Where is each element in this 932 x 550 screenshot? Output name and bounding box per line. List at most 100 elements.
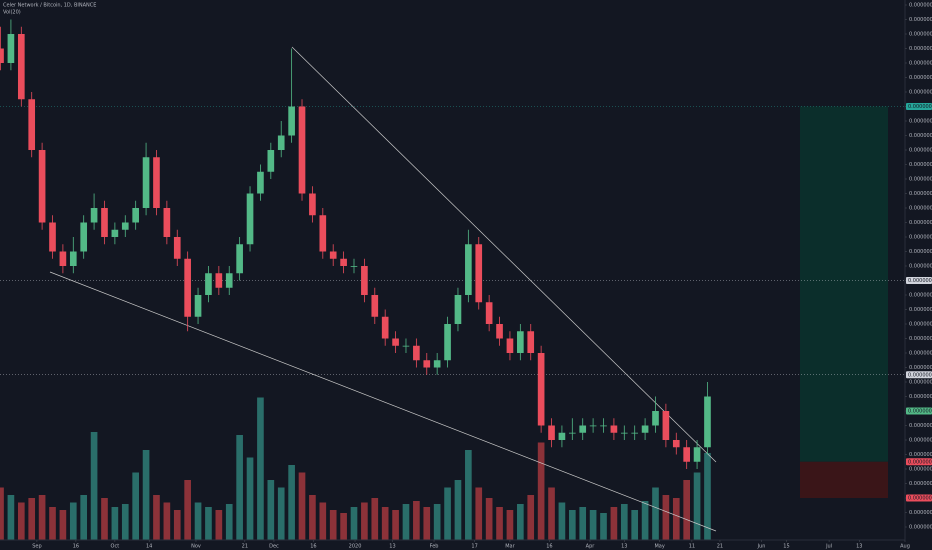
price-level-box xyxy=(906,494,932,502)
y-tick-label: 0.00000060 xyxy=(909,191,932,197)
volume-bar xyxy=(433,504,441,540)
candle-body xyxy=(537,353,545,426)
volume-bar xyxy=(194,502,202,540)
volume-bar xyxy=(558,502,566,540)
volume-bar xyxy=(506,510,514,540)
candle-body xyxy=(413,345,420,361)
trend-line xyxy=(291,46,717,463)
volume-bar xyxy=(600,513,607,540)
volume-bar xyxy=(329,510,337,540)
volume-bar xyxy=(173,510,181,540)
volume-bar xyxy=(485,498,493,540)
volume-bar xyxy=(17,502,25,540)
candle-body xyxy=(194,295,202,317)
volume-bar xyxy=(620,504,628,540)
x-tick-label: 2020 xyxy=(349,544,362,550)
candle-body xyxy=(433,360,441,368)
price-level-label: 0.00000023 xyxy=(908,459,932,465)
stop-zone xyxy=(800,461,888,498)
y-tick-label: 0.00000056 xyxy=(909,220,932,226)
y-tick-label: 0.00000074 xyxy=(909,90,932,96)
candle-body xyxy=(184,258,191,317)
x-tick-label: 14 xyxy=(146,544,152,550)
y-tick-label: 0.00000080 xyxy=(909,46,932,52)
y-tick-label: 0.00000078 xyxy=(909,61,932,67)
volume-bar xyxy=(267,480,275,540)
candle-body xyxy=(49,222,56,252)
x-tick-label: Feb xyxy=(430,544,439,550)
y-tick-label: 0.00000028 xyxy=(909,423,932,429)
candle-body xyxy=(17,34,25,100)
candle-body xyxy=(579,425,587,433)
volume-bar xyxy=(568,510,576,540)
volume-bar xyxy=(704,453,711,540)
candle-body xyxy=(132,208,139,223)
x-tick-label: Apr xyxy=(586,544,596,550)
candle-body xyxy=(38,150,46,223)
candle-body xyxy=(163,208,171,237)
trend-line xyxy=(49,271,717,532)
volume-bar xyxy=(257,397,264,540)
volume-bar xyxy=(517,504,524,540)
volume-bar xyxy=(69,502,77,540)
candle-body xyxy=(142,157,150,208)
candle-body xyxy=(173,237,181,259)
y-tick-label: 0.00000062 xyxy=(909,177,932,183)
volume-bar xyxy=(423,507,431,540)
volume-bar xyxy=(444,487,451,540)
y-tick-label: 0.00000036 xyxy=(909,365,932,371)
volume-bar xyxy=(610,507,618,540)
y-tick-label: 0.00000020 xyxy=(909,481,932,487)
volume-bar xyxy=(662,495,670,540)
candle-body xyxy=(267,150,275,172)
volume-pane xyxy=(0,397,711,540)
candle-body xyxy=(257,171,264,194)
x-tick-label: 15 xyxy=(783,544,789,550)
volume-bar xyxy=(381,507,389,540)
candle-body xyxy=(454,295,462,324)
candle-body xyxy=(205,273,212,295)
x-tick-label: 16 xyxy=(73,544,79,550)
price-level-box xyxy=(906,103,932,110)
candle-body xyxy=(662,411,670,440)
volume-label: Vol(20) xyxy=(3,10,21,16)
candle-body xyxy=(496,324,503,339)
candle-body xyxy=(371,295,379,317)
y-tick-label: 0.00000086 xyxy=(909,3,932,9)
x-tick-label: 16 xyxy=(546,544,552,550)
volume-bar xyxy=(298,472,306,540)
price-level-label: 0.00000035 xyxy=(908,372,932,378)
price-level-box xyxy=(906,371,932,379)
volume-bar xyxy=(288,465,295,540)
y-tick-label: 0.00000042 xyxy=(909,322,932,328)
volume-bar xyxy=(641,501,649,540)
y-tick-label: 0.00000016 xyxy=(909,510,932,516)
candle-body xyxy=(475,244,483,303)
volume-bar xyxy=(340,513,347,540)
candle-body xyxy=(506,338,514,353)
chart-title: Celer Network / Bitcoin, 1D, BINANCE xyxy=(3,3,96,9)
x-tick-label: 13 xyxy=(856,544,862,550)
x-tick-label: 11 xyxy=(689,544,695,550)
volume-bar xyxy=(49,507,56,540)
candle-body xyxy=(277,135,285,150)
y-tick-label: 0.00000066 xyxy=(909,148,932,154)
volume-bar xyxy=(0,487,4,540)
volume-bar xyxy=(7,495,15,540)
volume-bar xyxy=(579,507,587,540)
volume-bar xyxy=(402,504,410,540)
candle-body xyxy=(319,215,327,252)
volume-bar xyxy=(132,472,139,540)
volume-bar xyxy=(496,507,503,540)
y-tick-label: 0.00000040 xyxy=(909,336,932,342)
volume-bar xyxy=(215,510,223,540)
y-tick-label: 0.00000084 xyxy=(909,17,932,23)
candle-body xyxy=(329,251,337,259)
volume-bar xyxy=(153,495,160,540)
volume-bar xyxy=(142,450,150,540)
candle-body xyxy=(80,222,88,252)
x-tick-label: 21 xyxy=(717,544,723,550)
y-tick-label: 0.00000076 xyxy=(909,75,932,81)
candle-body xyxy=(246,193,254,245)
